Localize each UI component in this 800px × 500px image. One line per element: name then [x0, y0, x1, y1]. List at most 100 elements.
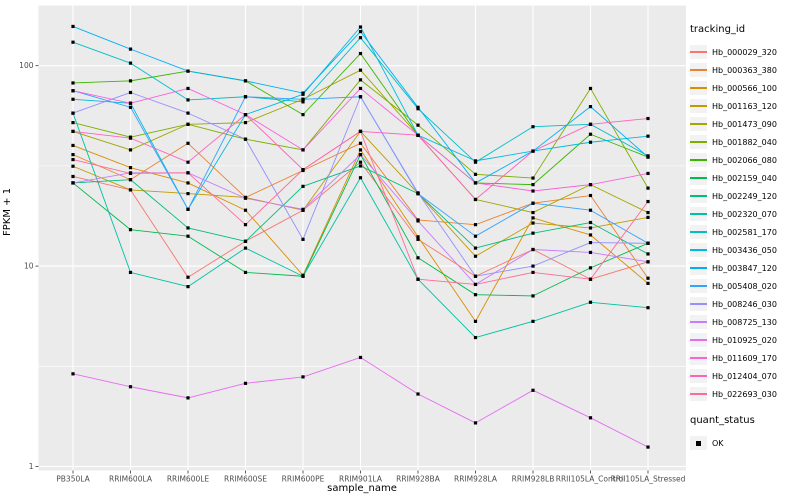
data-point — [186, 275, 190, 279]
data-point — [243, 223, 248, 227]
data-point — [531, 183, 535, 187]
legend-item-Hb_003436_050: Hb_003436_050 — [690, 241, 800, 259]
x-tick-label: RRIM928BA — [396, 475, 441, 484]
data-point — [358, 153, 363, 157]
data-point — [71, 24, 75, 29]
legend-line-swatch — [690, 69, 707, 71]
data-point — [71, 174, 75, 179]
legend-item-quant-ok: OK — [690, 434, 800, 452]
legend-item-Hb_003847_120: Hb_003847_120 — [690, 259, 800, 277]
data-point — [416, 191, 420, 195]
legend-item-label: Hb_002581_170 — [712, 227, 777, 237]
legend-line-swatch — [690, 249, 707, 251]
data-point — [531, 247, 535, 252]
legend-line-swatch — [690, 213, 707, 215]
legend-item-label: Hb_002320_070 — [712, 209, 777, 219]
legend-key-box — [690, 369, 707, 383]
y-axis-title: FPKM + 1 — [2, 187, 13, 236]
x-tick-label: RRIM928LB — [512, 475, 555, 484]
data-point — [71, 89, 75, 93]
legend-key-box — [690, 297, 707, 311]
data-point — [301, 375, 305, 379]
data-point — [588, 140, 593, 144]
data-point — [473, 197, 478, 202]
data-point — [646, 215, 650, 219]
legend-item-Hb_012404_070: Hb_012404_070 — [690, 367, 800, 385]
data-point — [128, 385, 133, 389]
data-point — [128, 136, 133, 140]
legend-item-label: Hb_001473_090 — [712, 119, 777, 129]
legend-item-label: Hb_003436_050 — [712, 245, 777, 255]
data-point — [71, 164, 75, 168]
legend-line-swatch — [690, 231, 707, 233]
legend-item-Hb_000363_380: Hb_000363_380 — [690, 61, 800, 79]
legend-item-Hb_001163_120: Hb_001163_120 — [690, 97, 800, 115]
x-tick-label: RRIM600LE — [167, 475, 210, 484]
legend-item-Hb_001473_090: Hb_001473_090 — [690, 115, 800, 133]
data-point — [71, 81, 75, 85]
legend-key-box — [690, 333, 707, 347]
data-point — [186, 111, 190, 115]
legend-line-swatch — [690, 159, 707, 161]
legend-key-box — [690, 99, 707, 113]
x-tick-label: RRIM600SE — [224, 475, 267, 484]
data-point — [186, 181, 190, 185]
data-point — [588, 277, 593, 281]
legend-item-label: Hb_002249_120 — [712, 191, 777, 201]
y-tick-label: 10 — [24, 262, 34, 271]
legend-item-label: Hb_008725_130 — [712, 317, 777, 327]
data-point — [128, 47, 133, 51]
data-point — [243, 196, 248, 200]
legend-key-box — [690, 135, 707, 149]
legend-line-swatch — [690, 123, 707, 125]
legend-title-tracking-id: tracking_id — [690, 24, 746, 35]
data-point — [186, 171, 190, 175]
data-point — [531, 176, 535, 180]
point-square-icon — [696, 441, 701, 446]
x-tick-label: RRIM600LA — [109, 475, 153, 484]
data-point — [243, 208, 248, 212]
x-tick-label: RRII105LA_Stressed — [611, 475, 686, 484]
x-tick-label: PB350LA — [56, 475, 90, 484]
data-point — [473, 319, 478, 323]
data-point — [186, 98, 190, 102]
data-point — [128, 188, 133, 192]
data-point — [186, 160, 190, 164]
data-point — [531, 270, 535, 275]
data-point — [646, 155, 650, 159]
data-point — [128, 101, 133, 105]
data-point — [646, 116, 650, 121]
legend-key-box — [690, 117, 707, 131]
data-point — [301, 148, 305, 152]
data-point — [588, 183, 593, 187]
data-point — [358, 141, 363, 145]
legend-line-swatch — [690, 339, 707, 341]
legend-item-label: Hb_011609_170 — [712, 353, 777, 363]
data-point — [358, 86, 363, 91]
data-point — [186, 69, 190, 73]
data-point — [531, 388, 535, 392]
x-tick-label: RRIM901LA — [339, 475, 383, 484]
data-point — [646, 306, 650, 310]
data-point — [588, 266, 593, 270]
legend-line-swatch — [690, 285, 707, 287]
data-point — [473, 282, 478, 287]
data-point — [416, 256, 420, 260]
data-point — [416, 392, 420, 396]
data-point — [186, 192, 190, 196]
legend-item-Hb_000029_320: Hb_000029_320 — [690, 43, 800, 61]
legend-item-label: Hb_022693_030 — [712, 389, 777, 399]
data-point — [243, 121, 248, 125]
legend-item-Hb_002159_040: Hb_002159_040 — [690, 169, 800, 187]
data-point — [473, 246, 478, 250]
legend-item-Hb_001882_040: Hb_001882_040 — [690, 133, 800, 151]
x-tick-label: RRIM600PE — [282, 475, 325, 484]
legend-key-box — [690, 45, 707, 59]
data-point — [473, 181, 478, 185]
legend-tracking-items: Hb_000029_320 Hb_000363_380 Hb_000566_100 H… — [690, 43, 800, 403]
legend-key-box — [690, 436, 707, 450]
legend-key-box — [690, 279, 707, 293]
legend-item-label: Hb_002066_080 — [712, 155, 777, 165]
data-point — [128, 270, 133, 275]
